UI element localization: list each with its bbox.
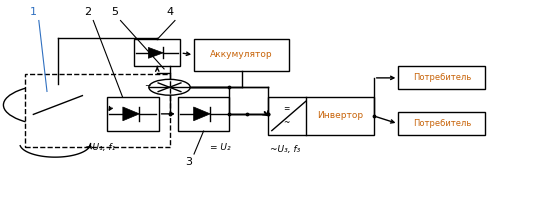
Text: 4: 4 bbox=[166, 7, 173, 17]
Bar bbox=[398, 112, 485, 135]
Text: 1: 1 bbox=[30, 7, 37, 17]
Bar bbox=[194, 39, 289, 71]
Bar bbox=[268, 97, 374, 135]
Text: Аккумулятор: Аккумулятор bbox=[210, 50, 273, 59]
Text: ~U₃, f₃: ~U₃, f₃ bbox=[270, 145, 300, 154]
Text: = U₂: = U₂ bbox=[210, 143, 231, 152]
Text: 5: 5 bbox=[111, 7, 118, 17]
Text: 2: 2 bbox=[84, 7, 91, 17]
Text: ~U₁, f₁: ~U₁, f₁ bbox=[85, 143, 115, 152]
Polygon shape bbox=[194, 107, 210, 121]
Text: 3: 3 bbox=[185, 157, 192, 167]
Bar bbox=[177, 97, 229, 131]
Bar bbox=[134, 39, 180, 66]
Text: −: − bbox=[145, 81, 151, 91]
Polygon shape bbox=[149, 47, 163, 58]
Bar bbox=[107, 97, 159, 131]
Text: =: = bbox=[283, 105, 290, 114]
Bar bbox=[25, 74, 169, 147]
Polygon shape bbox=[123, 107, 139, 121]
Bar bbox=[398, 66, 485, 89]
Text: Инвертор: Инвертор bbox=[317, 112, 363, 121]
Text: Потребитель: Потребитель bbox=[413, 119, 471, 128]
Text: Потребитель: Потребитель bbox=[413, 73, 471, 82]
Text: ~: ~ bbox=[283, 118, 290, 127]
